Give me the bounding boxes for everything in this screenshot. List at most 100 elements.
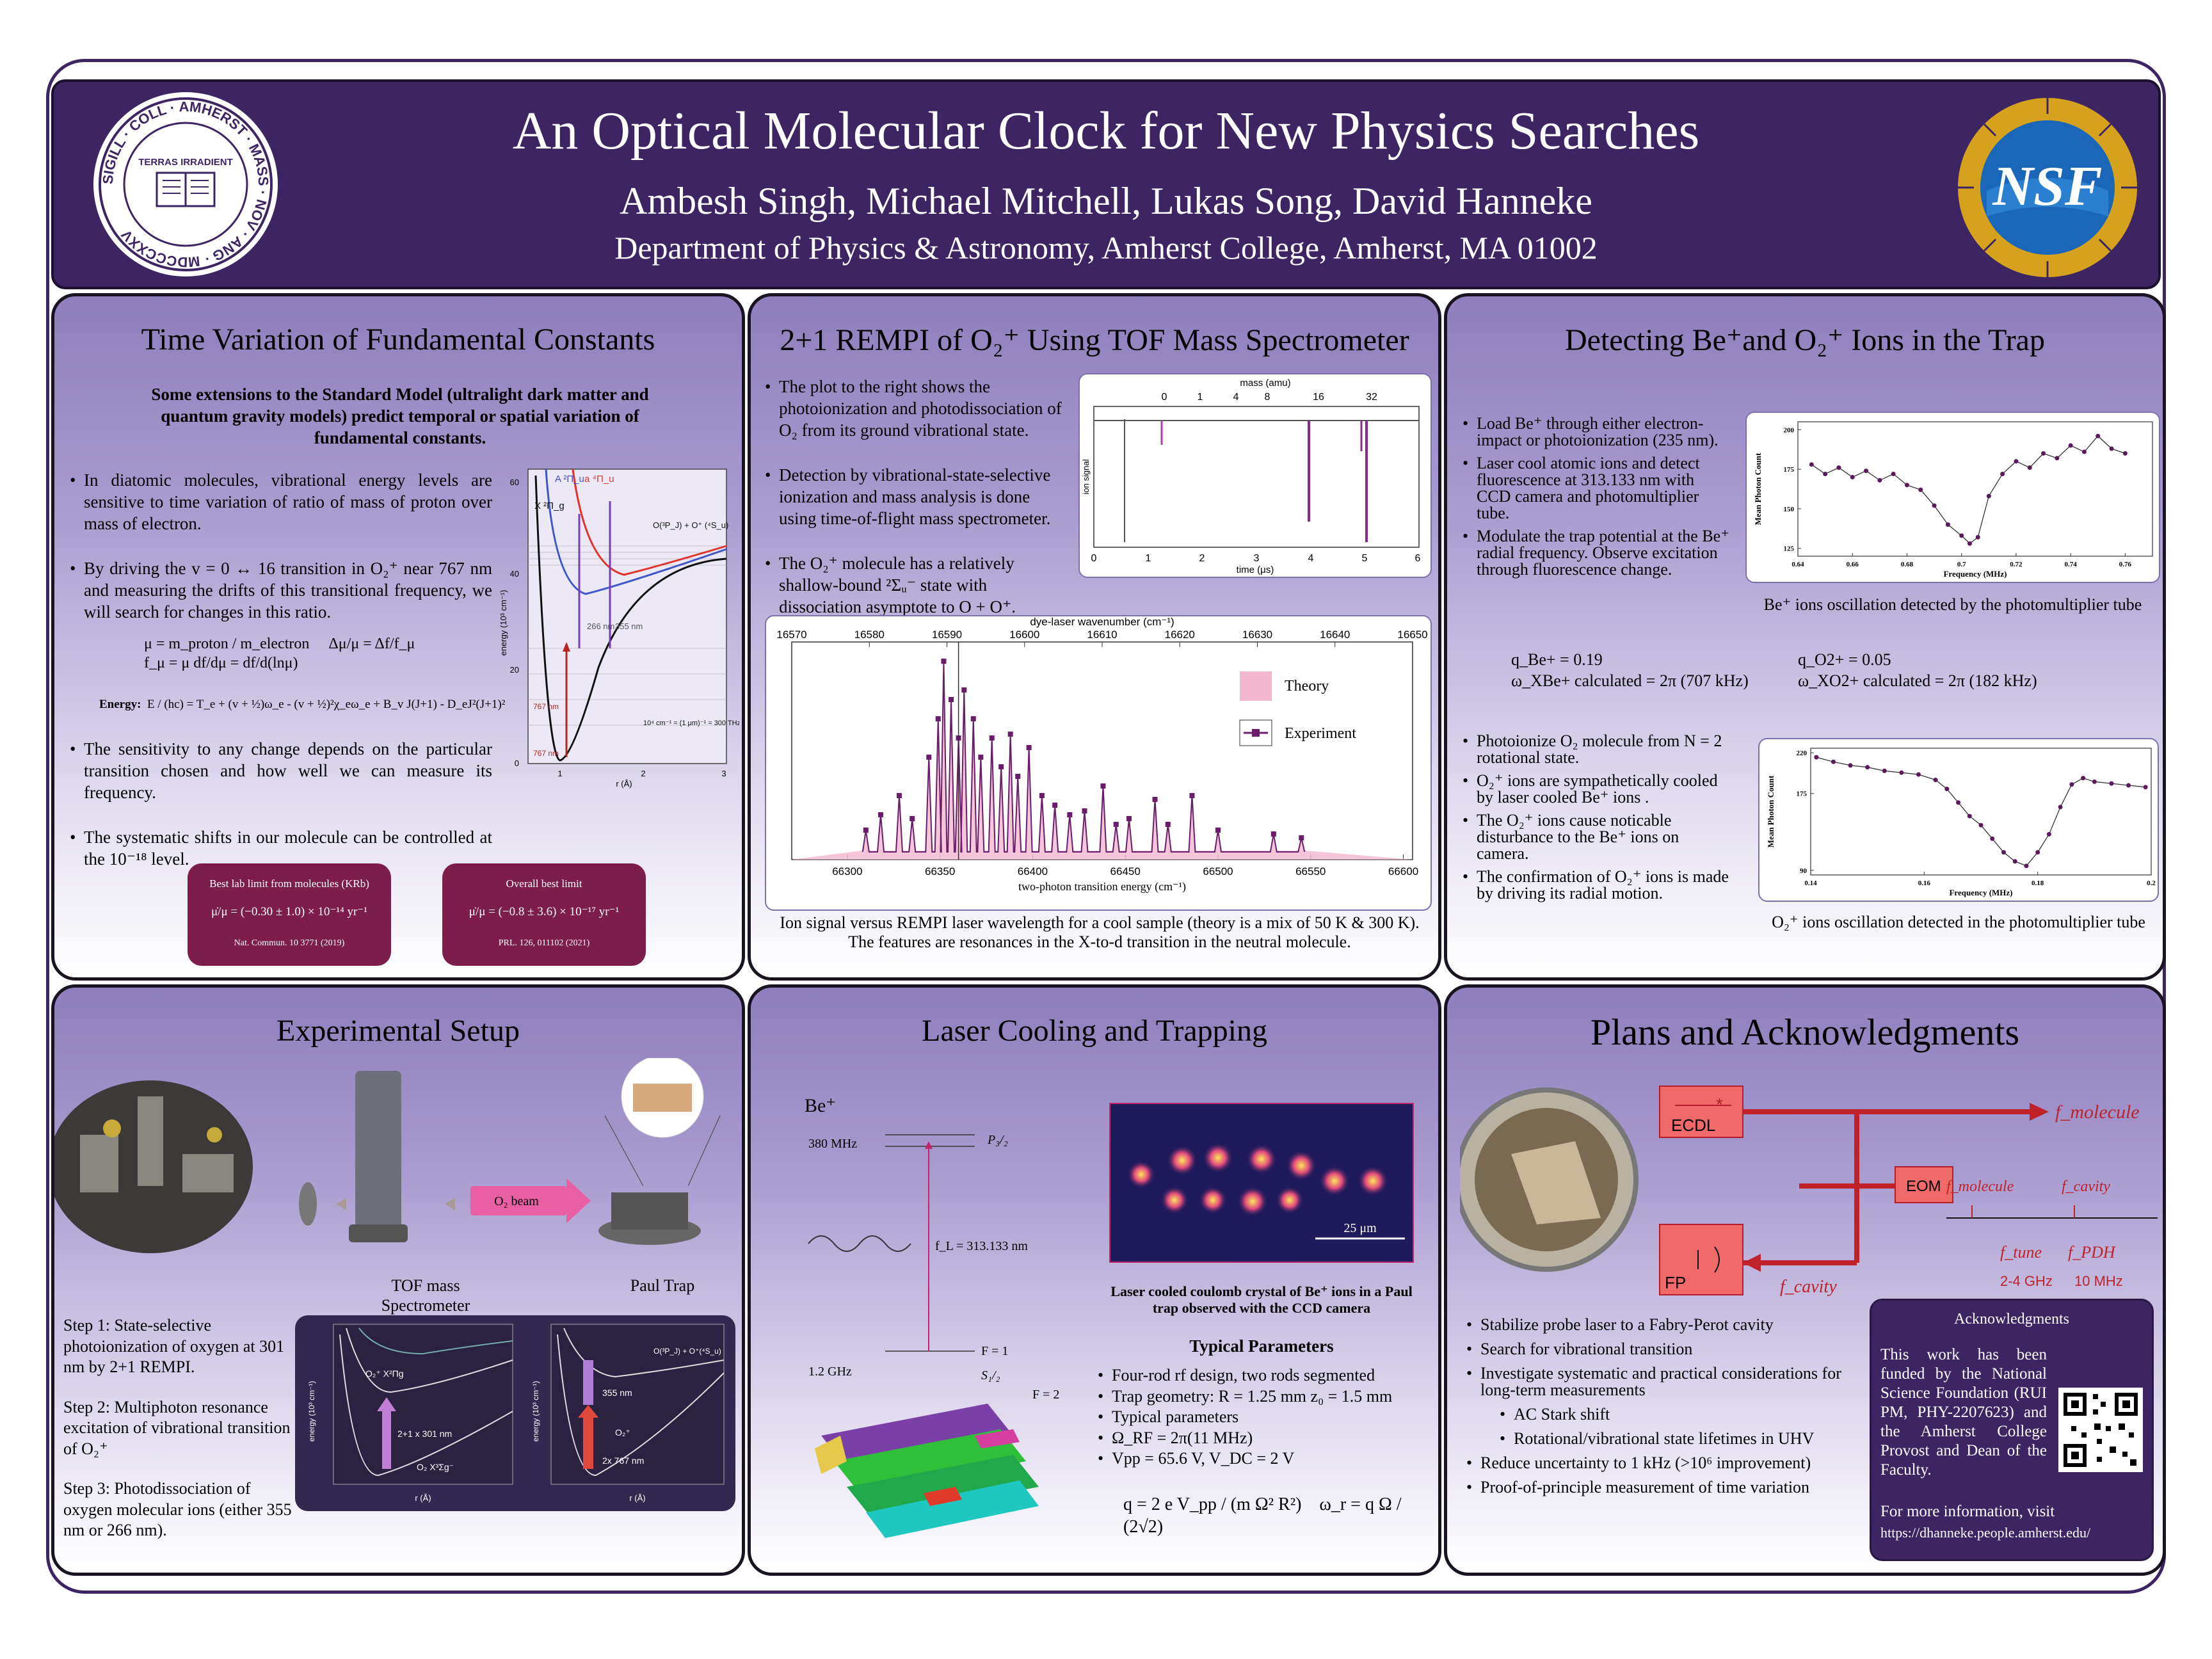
x-tick-label: 66300	[832, 865, 862, 878]
data-point	[2126, 783, 2131, 788]
y-tick-label: 90	[1800, 867, 1807, 875]
bullet-item: Detection by vibrational-state-selective…	[765, 464, 1066, 529]
data-point	[1975, 534, 1980, 540]
poster-authors: Ambesh Singh, Michael Mitchell, Lukas So…	[620, 180, 1592, 222]
tof-plot: mass (amu) 0 1 4 8 16 32 0 1 2 3 4 5 6 t…	[1078, 373, 1432, 578]
bullet-item: The plot to the right shows the photoion…	[765, 376, 1066, 441]
data-point	[1848, 763, 1853, 768]
trap-equations: q = 2 e V_pp / (m Ω² R²) ω_r = q Ω / (2√…	[1123, 1493, 1418, 1539]
plot-area	[1810, 748, 2152, 876]
sub-plan-item: AC Stark shift	[1500, 1406, 1850, 1423]
label-note: 10⁴ cm⁻¹ = (1 μm)⁻¹ = 300 THz/c	[643, 719, 739, 727]
data-point	[1831, 759, 1836, 764]
panel-rempi: 2+1 REMPI of O₂⁺ Using TOF Mass Spectrom…	[748, 293, 1441, 981]
o2-oscillation-plot: 0.14 0.16 0.18 0.2 90 175 220 Frequency (MHz) Me…	[1758, 738, 2159, 902]
label-state-a4: a ⁴Π_u	[584, 474, 614, 485]
data-point	[1877, 477, 1882, 483]
param-item: Ω_RF = 2π(11 MHz)	[1098, 1428, 1418, 1449]
x-tick-label: 0.14	[1804, 879, 1817, 887]
mass-tick: 0	[1162, 392, 1167, 403]
mhz-label: 10 MHz	[2074, 1273, 2123, 1289]
label-asymptote: O(³P_J) + O⁺ (⁴S_u)	[653, 520, 728, 530]
card-reference: PRL. 126, 011102 (2021)	[498, 938, 590, 948]
plot-area	[1797, 421, 2153, 557]
label-f1: F = 1	[981, 1344, 1008, 1358]
f2-label-svg: F = 2	[1032, 1388, 1059, 1402]
inset-left-label1: 2+1 x 301 nm	[397, 1429, 452, 1439]
data-point	[1865, 765, 1870, 770]
q-equation: q = 2 e V_pp / (m Ω² R²)	[1123, 1495, 1302, 1514]
bullet-item: Modulate the trap potential at the Be⁺ r…	[1463, 528, 1731, 578]
experiment-point	[1189, 793, 1195, 798]
rempi-spectrum: dye-laser wavenumber (cm⁻¹) 16570 16580 165…	[765, 615, 1432, 911]
card-equation: μ̇/μ = (−0.8 ± 3.6) × 10⁻¹⁷ yr⁻¹	[469, 905, 620, 918]
w-equation: ω_r = q Ω / (2√2)	[1123, 1495, 1402, 1537]
data-point	[1967, 541, 1972, 546]
experiment-point	[1015, 774, 1021, 779]
legend-label: Theory	[1285, 678, 1329, 694]
data-point	[2109, 781, 2114, 786]
inset-right-label2: 2x 767 nm	[602, 1455, 644, 1466]
nsf-text: NSF	[1992, 156, 2102, 218]
f-pdh-label: f_PDH	[2068, 1243, 2116, 1262]
card-title: Overall best limit	[506, 878, 582, 890]
ack-url[interactable]: https://dhanneke.people.amherst.edu/	[1880, 1525, 2091, 1541]
o2-oscillation-svg: 0.14 0.16 0.18 0.2 90 175 220 Frequency (MHz) Me…	[1766, 748, 2156, 897]
experiment-point	[1299, 835, 1304, 840]
experiment-series	[862, 661, 1306, 853]
param-item: Typical parameters	[1098, 1407, 1418, 1428]
experiment-point	[1113, 822, 1119, 827]
bullet-item: The sensitivity to any change depends on…	[70, 738, 492, 803]
beam-label: O₂ beam	[494, 1194, 539, 1208]
panel-title: Laser Cooling and Trapping	[922, 1014, 1267, 1048]
panel-title: Time Variation of Fundamental Constants	[141, 323, 655, 357]
experiment-point	[989, 735, 995, 741]
data-point	[1918, 487, 1923, 492]
laser-lock-schematic: ECDL * EOM FP f_molecule f_cavity f_mole…	[1460, 1086, 2158, 1297]
bullet-item: O₂⁺ ions are sympathetically cooled by l…	[1463, 773, 1731, 806]
y-tick-label: 175	[1784, 466, 1795, 474]
data-point	[1959, 533, 1964, 538]
x-tick-label: 0.76	[2119, 561, 2132, 568]
x-tick-label: 66400	[1018, 865, 1048, 878]
y-axis-label: energy (10³ cm⁻¹)	[499, 590, 508, 656]
inset-right-asym: O(³P_J) + O⁺(⁴S_u)	[653, 1347, 721, 1356]
steps-inset-svg: 2+1 x 301 nm O₂ X³Σg⁻ O₂⁺ X²Πg r (Å) ene…	[307, 1324, 725, 1503]
eom-label: EOM	[1906, 1178, 1941, 1195]
tof-plot-svg: mass (amu) 0 1 4 8 16 32 0 1 2 3 4 5 6 t…	[1081, 378, 1421, 575]
experiment-point	[961, 687, 967, 693]
x2-tick-label: 16640	[1320, 629, 1350, 641]
inset-left-ylabel: energy (10³ cm⁻¹)	[307, 1381, 316, 1441]
x-axis-label: Frequency (MHz)	[1949, 888, 2012, 897]
panel-experimental-setup: Experimental Setup O₂ beam TOF mass Spec…	[51, 984, 745, 1576]
qr-code-svg	[2064, 1393, 2138, 1467]
bullet-item: The O₂⁺ ions cause noticable disturbance…	[1463, 812, 1731, 862]
y-tick-label: 175	[1797, 790, 1807, 798]
label-state-x: X ²Π_g	[534, 501, 565, 511]
card-equation: μ̇/μ = (−0.30 ± 1.0) × 10⁻¹⁴ yr⁻¹	[211, 905, 368, 918]
paul-trap-label: Paul Trap	[630, 1276, 695, 1295]
data-point	[2081, 776, 2086, 781]
data-point	[1809, 462, 1814, 467]
data-point	[2012, 859, 2017, 864]
data-point	[2024, 863, 2029, 869]
time-tick: 5	[1362, 553, 1368, 564]
plan-item: Proof-of-principle measurement of time v…	[1466, 1479, 1850, 1496]
data-point	[1916, 772, 1921, 777]
x-axis-label: two-photon transition energy (cm⁻¹)	[1018, 880, 1186, 894]
f-cavity-label: f_cavity	[1780, 1277, 1837, 1297]
coulomb-crystal-svg: 25 μm	[1127, 1142, 1405, 1240]
panel-title: Plans and Acknowledgments	[1590, 1011, 2020, 1053]
w-o2: ω_XO2+ calculated = 2π (182 kHz)	[1798, 671, 2037, 690]
legend-swatch-theory	[1240, 671, 1272, 701]
param-item: Vpp = 65.6 V, V_DC = 2 V	[1098, 1448, 1418, 1470]
bullet-item: The confirmation of O₂⁺ ions is made by …	[1463, 869, 1731, 902]
x-tick-label: 0.16	[1918, 879, 1931, 887]
experiment-point	[863, 828, 869, 833]
data-point	[1932, 503, 1937, 508]
card-reference: Nat. Commun. 10 3771 (2019)	[234, 938, 345, 948]
tof-label: TOF mass Spectrometer	[381, 1276, 470, 1315]
data-point	[1956, 800, 1961, 805]
data-point	[1967, 813, 1972, 819]
data-point	[2081, 449, 2087, 454]
